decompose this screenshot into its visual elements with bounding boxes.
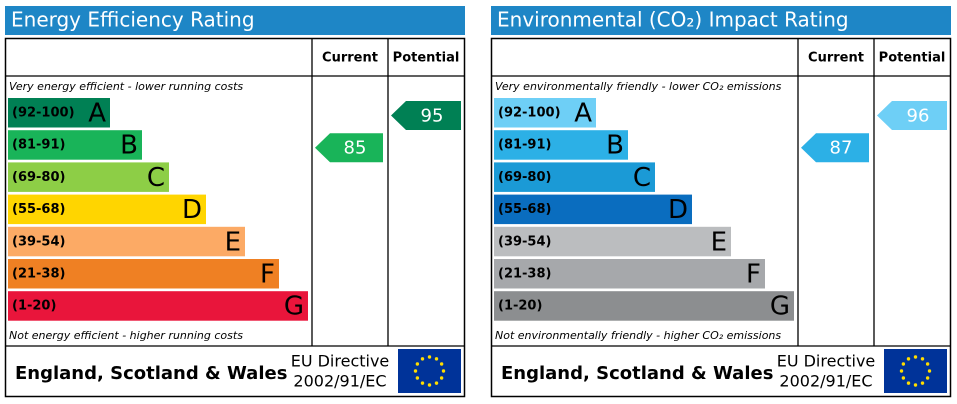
eu-star xyxy=(439,376,444,380)
directive: 2002/91/EC xyxy=(293,372,386,391)
eu-star xyxy=(415,376,420,380)
eu-star xyxy=(427,355,432,359)
column-header: Potential xyxy=(393,51,460,66)
band-letter: E xyxy=(225,227,241,257)
eu-star xyxy=(427,383,432,387)
band-range: (69-80) xyxy=(498,170,551,185)
band xyxy=(8,194,206,225)
eu-star xyxy=(439,362,444,366)
country: England, Scotland & Wales xyxy=(501,363,773,384)
band-range: (1-20) xyxy=(498,299,542,314)
band-range: (55-68) xyxy=(12,202,65,217)
band-range: (39-54) xyxy=(498,234,551,249)
band-range: (39-54) xyxy=(12,234,65,249)
band xyxy=(8,98,110,128)
rating-panel: Energy Efficiency Rating Current Potential… xyxy=(4,6,466,398)
potential-value: 96 xyxy=(907,106,930,127)
band xyxy=(8,291,308,321)
directive: 2002/91/EC xyxy=(779,372,872,391)
band-letter: G xyxy=(284,292,304,322)
band-letter: C xyxy=(633,163,651,193)
title-bar xyxy=(5,6,465,35)
band-letter: A xyxy=(574,99,592,129)
eu-star xyxy=(434,357,439,361)
eu-star xyxy=(925,376,930,380)
band xyxy=(8,226,245,257)
current-arrow xyxy=(801,133,869,163)
band-range: (92-100) xyxy=(498,106,561,121)
bottom-note: Not energy efficient - higher running co… xyxy=(9,329,243,342)
band xyxy=(494,130,628,160)
band-letter: B xyxy=(120,131,138,161)
band-letter: B xyxy=(606,131,624,161)
eu-star xyxy=(913,355,918,359)
frame xyxy=(4,37,466,398)
title-bar xyxy=(491,6,951,35)
directive: EU Directive xyxy=(777,352,876,371)
band xyxy=(494,226,731,257)
eu-star xyxy=(415,362,420,366)
eu-star xyxy=(925,362,930,366)
band-range: (69-80) xyxy=(12,170,65,185)
band-letter: D xyxy=(182,195,202,225)
band-range: (1-20) xyxy=(12,299,56,314)
band-letter: F xyxy=(260,260,275,290)
column-header: Potential xyxy=(879,51,946,66)
frame xyxy=(490,37,952,398)
band-letter: F xyxy=(746,260,761,290)
eu-star xyxy=(927,369,932,373)
column-header: Current xyxy=(808,51,864,66)
eu-star xyxy=(920,381,925,385)
potential-arrow xyxy=(877,101,947,130)
eu-star xyxy=(901,362,906,366)
band-range: (92-100) xyxy=(12,106,75,121)
band-range: (21-38) xyxy=(498,267,551,282)
eu-star xyxy=(913,383,918,387)
eu-star xyxy=(441,369,446,373)
eu-star xyxy=(920,357,925,361)
eu-star xyxy=(899,369,904,373)
column-header: Current xyxy=(322,51,378,66)
eu-star xyxy=(420,357,425,361)
eu-star xyxy=(906,381,911,385)
current-arrow xyxy=(315,133,383,163)
top-note: Very environmentally friendly - lower CO… xyxy=(495,80,782,93)
band xyxy=(8,130,142,160)
band xyxy=(494,259,765,289)
eu-star xyxy=(413,369,418,373)
panel-title: Environmental (CO₂) Impact Rating xyxy=(497,8,849,32)
panel-title: Energy Efficiency Rating xyxy=(11,8,255,32)
band-letter: E xyxy=(711,227,727,257)
band xyxy=(494,162,655,192)
band-range: (55-68) xyxy=(498,202,551,217)
eu-star xyxy=(434,381,439,385)
current-value: 85 xyxy=(344,138,367,159)
eu-star xyxy=(420,381,425,385)
band-letter: A xyxy=(88,99,106,129)
eu-star xyxy=(906,357,911,361)
potential-arrow xyxy=(391,101,461,130)
band-letter: C xyxy=(147,163,165,193)
band xyxy=(494,194,692,225)
band xyxy=(8,162,169,192)
current-value: 87 xyxy=(830,138,853,159)
country: England, Scotland & Wales xyxy=(15,363,287,384)
band-range: (21-38) xyxy=(12,267,65,282)
directive: EU Directive xyxy=(291,352,390,371)
band-range: (81-91) xyxy=(498,138,551,153)
eu-star xyxy=(901,376,906,380)
bottom-note: Not environmentally friendly - higher CO… xyxy=(495,329,781,342)
band-letter: D xyxy=(668,195,688,225)
band xyxy=(494,98,596,128)
band xyxy=(8,259,279,289)
rating-panel: Environmental (CO₂) Impact Rating Current… xyxy=(490,6,952,398)
top-note: Very energy efficient - lower running co… xyxy=(9,80,243,93)
potential-value: 95 xyxy=(421,106,444,127)
band-letter: G xyxy=(770,292,790,322)
band-range: (81-91) xyxy=(12,138,65,153)
band xyxy=(494,291,794,321)
